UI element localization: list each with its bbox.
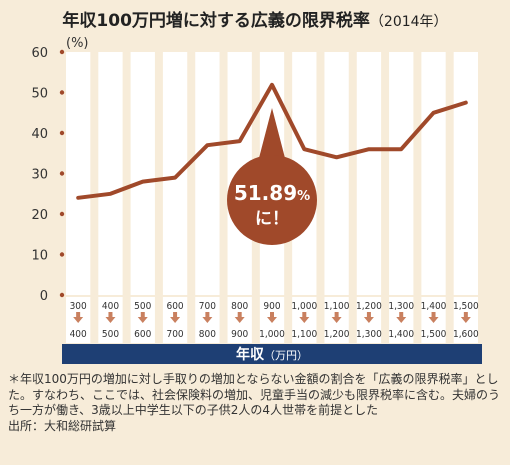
x-bin-from: 1,000	[291, 301, 317, 312]
x-bin-arrow	[331, 312, 342, 323]
column-stripe	[421, 52, 446, 295]
x-bin-from: 800	[231, 301, 248, 312]
source-text: 出所：大和総研試算	[8, 418, 117, 433]
x-axis-title-unit: （万円）	[264, 349, 308, 362]
x-bin-arrow	[396, 312, 407, 323]
x-axis-title-main: 年収	[236, 346, 265, 363]
y-tick-dot	[59, 90, 65, 95]
column-stripe	[98, 52, 123, 295]
x-axis-bar	[62, 344, 482, 364]
x-bin-arrow	[137, 312, 148, 323]
y-axis: 0 10 20 30 40 50 60	[31, 46, 65, 304]
x-bin-from: 700	[199, 301, 216, 312]
x-bin-to: 600	[134, 329, 151, 340]
x-bin-to: 500	[102, 329, 119, 340]
column-stripe	[324, 52, 349, 295]
y-tick-dot	[59, 49, 65, 55]
x-bin-to: 1,600	[453, 329, 479, 340]
y-tick-dot	[59, 130, 65, 136]
x-bin-arrow	[460, 312, 471, 323]
callout-circle	[227, 155, 317, 245]
x-bin-from: 600	[166, 301, 183, 312]
x-bin-arrow	[428, 312, 439, 323]
x-bin-from: 500	[134, 301, 151, 312]
y-tick-label: 30	[31, 168, 48, 183]
callout: 51.89% に！	[227, 108, 317, 245]
callout-suffix: に！	[255, 209, 289, 229]
column-stripe	[130, 52, 155, 295]
x-bin-arrow	[363, 312, 374, 323]
series-line-group	[76, 82, 468, 200]
y-axis-unit: (%)	[66, 36, 89, 51]
y-tick-dot	[59, 211, 65, 217]
y-tick-label: 0	[40, 289, 48, 304]
x-bin-from: 1,100	[324, 301, 350, 312]
x-bin-to: 1,400	[388, 329, 414, 340]
x-bin-arrow	[234, 312, 245, 323]
chart-title: 年収100万円増に対する広義の限界税率（2014年）	[0, 6, 510, 31]
footnote: ＊年収100万円の増加に対し手取りの増加とならない金額の割合を「広義の限界税率」…	[8, 372, 504, 434]
x-axis-bins: 300 400 400 500 500 600 600 700 700 800 800 900 900 1…	[70, 301, 479, 340]
line-chart: 0 10 20 30 40 50 60 (%) 300 400 400 500 500 600 600 7…	[31, 36, 482, 364]
column-stripe	[162, 52, 188, 295]
x-bin-to: 800	[199, 329, 216, 340]
y-tick-dot	[59, 292, 65, 298]
callout-unit: %	[297, 189, 310, 204]
column-stripe	[356, 52, 382, 295]
x-bin-to: 1,100	[291, 329, 317, 340]
y-tick-label: 10	[31, 249, 48, 264]
column-stripe	[389, 52, 414, 295]
y-tick-label: 50	[31, 87, 48, 102]
x-bin-from: 400	[102, 301, 119, 312]
x-bin-to: 1,300	[356, 329, 382, 340]
y-tick-label: 40	[31, 127, 48, 142]
x-axis-title: 年収（万円）	[236, 346, 308, 363]
footnote-text: ＊年収100万円の増加に対し手取りの増加とならない金額の割合を「広義の限界税率」…	[8, 372, 501, 417]
column-stripe	[66, 52, 91, 295]
column-stripe	[195, 52, 220, 295]
y-tick-dot	[59, 171, 65, 176]
x-bin-from: 900	[263, 301, 280, 312]
x-bin-to: 1,000	[259, 329, 285, 340]
x-bin-from: 1,400	[421, 301, 447, 312]
x-bin-to: 900	[231, 329, 248, 340]
callout-value: 51.89	[234, 181, 297, 205]
callout-bubble	[259, 108, 285, 158]
x-bin-to: 700	[166, 329, 183, 340]
x-bin-arrow	[299, 312, 310, 323]
x-bin-from: 300	[70, 301, 87, 312]
x-bin-to: 1,200	[324, 329, 350, 340]
x-bin-to: 1,500	[421, 329, 447, 340]
x-bin-arrow	[267, 312, 277, 323]
x-bin-from: 1,500	[453, 301, 479, 312]
chart-title-year: （2014年）	[369, 14, 448, 30]
x-bin-arrow	[170, 312, 181, 323]
y-tick-dot	[59, 252, 65, 257]
x-bin-arrow	[105, 312, 116, 323]
series-line	[76, 82, 468, 200]
y-tick-label: 60	[31, 46, 48, 61]
x-bin-from: 1,200	[356, 301, 382, 312]
callout-value-line: 51.89%	[234, 181, 310, 205]
x-bin-to: 400	[70, 329, 87, 340]
chart-title-main: 年収100万円増に対する広義の限界税率	[62, 11, 370, 31]
x-bin-from: 1,300	[388, 301, 414, 312]
column-stripe	[453, 52, 478, 295]
y-tick-label: 20	[31, 208, 48, 223]
x-bin-arrow	[73, 312, 84, 323]
x-bin-arrow	[202, 312, 213, 323]
